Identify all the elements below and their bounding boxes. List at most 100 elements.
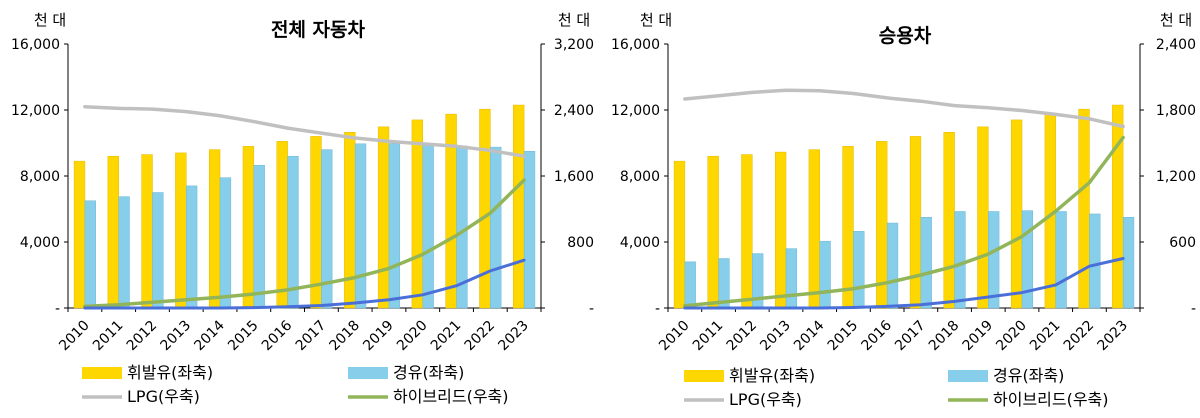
lpg-line	[83, 104, 526, 158]
x-tick-label: 2018	[326, 318, 363, 355]
gasoline-bar	[344, 132, 356, 309]
diesel-bar	[152, 192, 164, 309]
left-axis-unit: 천 대	[34, 11, 66, 29]
gasoline-bar	[673, 160, 686, 309]
diesel-bar	[819, 240, 831, 309]
x-tick-label: 2020	[394, 318, 431, 355]
diesel-bar	[118, 196, 130, 309]
x-tick-label: 2011	[690, 318, 727, 355]
x-tick-label: 2017	[892, 318, 929, 355]
hybrid-line	[83, 178, 526, 309]
gasoline-bar	[107, 155, 119, 309]
x-tick-label: 2015	[825, 318, 862, 355]
gasoline-bar	[377, 126, 390, 309]
left-tick-label: 12,000	[611, 103, 660, 119]
x-tick-label: 2010	[56, 318, 93, 355]
x-tick-label: 2019	[360, 318, 397, 355]
legend-label-lpg: LPG(우축)	[127, 387, 200, 406]
diesel-bar	[920, 217, 932, 309]
diesel-bar	[954, 211, 966, 309]
x-tick-label: 2022	[462, 318, 499, 355]
right-tick-label: 800	[567, 235, 594, 251]
legend-label-hybrid: 하이브리드(우축)	[993, 390, 1109, 409]
x-tick-label: 2021	[1027, 318, 1064, 355]
left-tick-label: 8,000	[20, 169, 60, 185]
x-tick-label: 2015	[225, 318, 262, 355]
left-tick-label: 4,000	[20, 235, 60, 251]
electric-line	[683, 257, 1125, 310]
gasoline-bar	[73, 160, 86, 309]
diesel-bar	[785, 248, 798, 309]
diesel-bar	[1021, 210, 1034, 309]
hybrid-line	[683, 135, 1125, 308]
x-tick-label: 2011	[90, 318, 127, 355]
right-tick-label: 1,800	[1156, 103, 1196, 119]
diesel-bar	[988, 211, 1000, 309]
gasoline-bar	[242, 146, 255, 309]
x-tick-label: 2010	[656, 318, 693, 355]
legend-swatch-diesel	[348, 367, 388, 379]
diesel-bar	[321, 149, 333, 309]
x-tick-label: 2013	[158, 318, 195, 355]
gasoline-bar	[479, 108, 491, 309]
diesel-bar	[1089, 213, 1101, 309]
gasoline-bar	[808, 149, 820, 309]
gasoline-bar	[175, 152, 187, 309]
left-axis-unit: 천 대	[640, 11, 672, 29]
gasoline-bar	[411, 119, 423, 309]
gasoline-bar	[943, 132, 955, 309]
chart-title: 승용차	[879, 25, 932, 47]
right-tick-label: 2,400	[554, 103, 594, 119]
diesel-bar	[253, 165, 265, 309]
legend-label-lpg: LPG(우축)	[729, 390, 802, 409]
right-tick-label: 600	[1169, 235, 1196, 251]
right-axis-unit: 천 대	[1160, 11, 1192, 29]
x-tick-label: 2023	[495, 318, 532, 355]
lpg-line	[683, 88, 1125, 129]
right-axis-unit: 천 대	[558, 11, 590, 29]
electric-line	[83, 258, 526, 310]
x-tick-label: 2013	[757, 318, 794, 355]
x-tick-label: 2016	[858, 317, 895, 354]
gasoline-bar	[909, 136, 922, 309]
legend-label-diesel: 경유(좌축)	[993, 366, 1064, 385]
legend-label-gasoline: 휘발유(좌축)	[127, 363, 213, 382]
gasoline-bar	[208, 149, 221, 309]
legend-label-diesel: 경유(좌축)	[393, 363, 464, 382]
x-tick-label: 2022	[1061, 318, 1098, 355]
left-tick-label: -	[55, 301, 60, 317]
x-tick-label: 2018	[926, 318, 963, 355]
right-tick-label: 2,400	[1156, 37, 1196, 53]
gasoline-bar	[707, 155, 719, 309]
diesel-bar	[523, 151, 536, 309]
left-tick-label: 16,000	[11, 37, 60, 53]
left-tick-label: 8,000	[620, 169, 660, 185]
legend-swatch-gasoline	[82, 367, 122, 379]
right-tick-label: 1,600	[554, 169, 594, 185]
diesel-bar	[219, 177, 232, 309]
diesel-bar	[287, 155, 299, 309]
left-tick-label: 16,000	[611, 37, 660, 53]
diesel-bar	[1055, 211, 1067, 309]
x-tick-label: 2021	[428, 318, 465, 355]
x-tick-label: 2012	[724, 318, 761, 355]
gasoline-bar	[1078, 108, 1090, 309]
gasoline-bar	[513, 104, 525, 309]
x-tick-label: 2016	[259, 317, 296, 354]
right-tick-label: 3,200	[554, 37, 594, 53]
x-tick-label: 2017	[293, 318, 330, 355]
gasoline-bar	[276, 141, 288, 309]
legend-label-gasoline: 휘발유(좌축)	[729, 366, 815, 385]
diesel-bar	[354, 143, 367, 309]
diesel-bar	[1122, 217, 1135, 309]
diesel-bar	[853, 231, 865, 309]
right-tick-label: -	[1191, 301, 1196, 317]
left-tick-label: 4,000	[620, 235, 660, 251]
legend-label-hybrid: 하이브리드(우축)	[393, 387, 509, 406]
gasoline-bar	[1010, 119, 1023, 309]
x-tick-label: 2014	[791, 317, 828, 354]
gasoline-bar	[141, 154, 153, 309]
diesel-bar	[422, 143, 434, 309]
gasoline-bar	[445, 113, 457, 309]
